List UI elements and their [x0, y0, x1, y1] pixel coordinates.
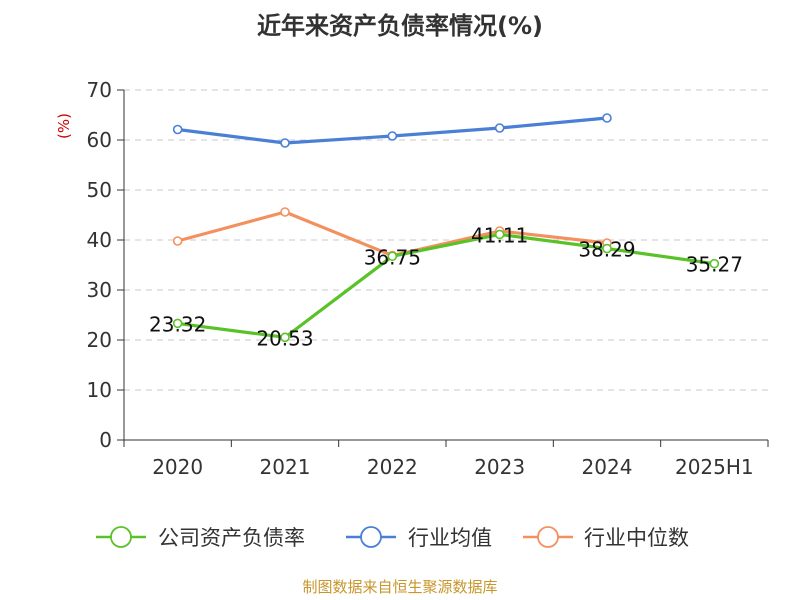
x-axis-ticks: 2020 2021 2022 2023 2024 2025H1 [123, 440, 769, 479]
series-group [172, 113, 720, 343]
data-point [172, 236, 183, 246]
source-note: 制图数据来自恒生聚源数据库 [302, 578, 497, 596]
data-point [602, 243, 612, 254]
legend-label: 行业均值 [408, 526, 492, 550]
data-point [280, 207, 290, 217]
legend-marker [110, 526, 132, 548]
data-labels: 23.32 20.53 36.75 41.11 38.29 35.27 [149, 223, 743, 350]
data-label: 38.29 [578, 238, 635, 262]
legend-marker [360, 526, 382, 548]
y-tick-label: 0 [99, 428, 112, 452]
data-point [387, 131, 398, 141]
x-tick-label: 2020 [152, 455, 203, 479]
y-tick-label: 30 [87, 278, 112, 302]
axes [123, 90, 768, 441]
legend-label: 行业中位数 [584, 526, 689, 550]
x-tick-label: 2021 [260, 455, 311, 479]
y-tick-label: 40 [87, 228, 112, 252]
x-tick-label: 2023 [474, 455, 525, 479]
data-label: 41.11 [471, 223, 528, 247]
data-point [602, 113, 612, 123]
data-point [172, 318, 183, 329]
legend: 公司资产负债率 行业均值 行业中位数 [96, 526, 689, 550]
y-tick-label: 60 [87, 128, 112, 152]
data-label: 36.75 [364, 245, 421, 269]
y-axis-ticks: 0 10 20 30 40 50 60 70 [87, 78, 124, 452]
y-tick-label: 70 [87, 78, 112, 102]
grid-lines [124, 89, 768, 391]
data-label: 23.32 [149, 312, 206, 336]
data-point [172, 124, 183, 135]
chart-title: 近年来资产负债率情况(%) [257, 12, 543, 40]
data-point [387, 251, 398, 262]
y-tick-label: 50 [87, 178, 112, 202]
data-point [280, 138, 290, 148]
y-tick-label: 10 [87, 378, 112, 402]
data-point [709, 258, 720, 269]
data-point [494, 229, 505, 240]
data-label: 20.53 [256, 326, 313, 350]
x-tick-label: 2025H1 [675, 455, 754, 479]
x-tick-label: 2024 [582, 455, 633, 479]
data-point [494, 123, 505, 133]
legend-label: 公司资产负债率 [158, 526, 305, 550]
legend-marker [537, 526, 559, 548]
series-line [177, 232, 715, 339]
data-point [280, 332, 290, 343]
y-axis-unit: (%) [55, 113, 73, 139]
x-tick-label: 2022 [367, 455, 418, 479]
y-tick-label: 20 [87, 328, 112, 352]
data-label: 35.27 [686, 253, 743, 277]
